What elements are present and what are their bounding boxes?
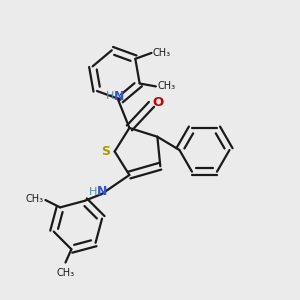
Text: O: O [152,95,164,109]
Text: H: H [89,187,98,197]
Text: H: H [106,91,114,101]
Text: N: N [97,185,107,198]
Text: CH₃: CH₃ [153,48,171,58]
Text: N: N [114,90,124,103]
Text: S: S [101,145,110,158]
Text: CH₃: CH₃ [26,194,44,204]
Text: CH₃: CH₃ [157,81,176,92]
Text: CH₃: CH₃ [56,268,75,278]
